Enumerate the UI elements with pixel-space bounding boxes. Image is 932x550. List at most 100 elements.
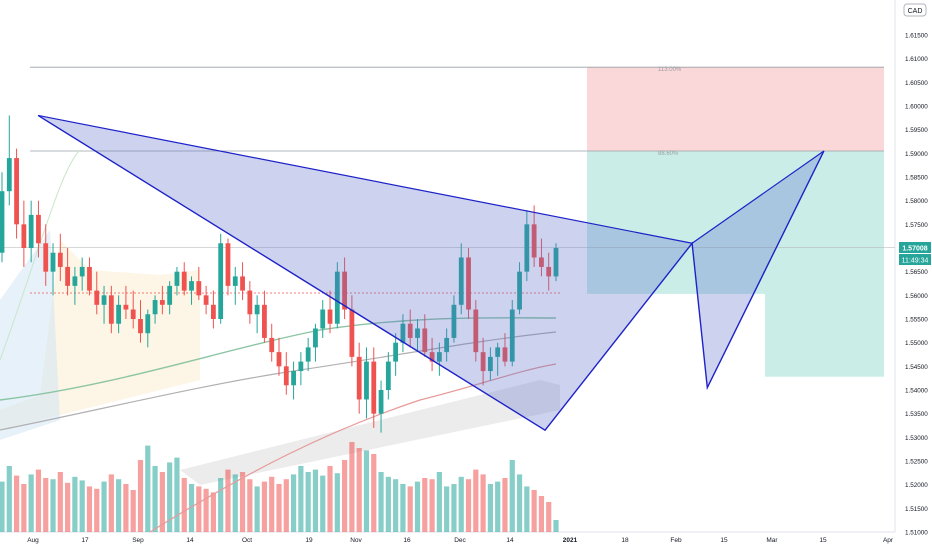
volume-bar — [86, 486, 93, 532]
volume-bar — [393, 479, 399, 532]
candle — [531, 224, 537, 258]
volume-bar — [254, 486, 260, 532]
volume-bar — [312, 469, 319, 532]
volume-bar — [473, 469, 479, 532]
volume-bar — [210, 492, 216, 532]
candle — [6, 158, 12, 192]
volume-bar — [130, 490, 136, 532]
volume-bar — [480, 474, 486, 532]
price-tick-label: 1.58500 — [905, 175, 928, 182]
volume-bar — [429, 479, 435, 532]
volume-bar — [43, 478, 49, 532]
volume-bar — [116, 479, 122, 532]
candle — [509, 309, 515, 362]
volume-bar — [72, 476, 78, 532]
candle — [0, 191, 5, 253]
ma-red — [149, 363, 557, 533]
volume-bar — [320, 475, 326, 532]
volume-bar — [509, 460, 515, 532]
candle — [21, 224, 27, 248]
candle — [334, 271, 340, 324]
volume-bar — [290, 474, 297, 532]
candle — [145, 314, 151, 334]
volume-bar — [531, 490, 537, 532]
volume-bar — [232, 474, 238, 532]
candle — [342, 271, 348, 310]
volume-bar — [35, 469, 42, 532]
price-tick-label: 1.54000 — [905, 388, 928, 395]
candle — [57, 252, 63, 267]
volume-bar — [21, 484, 27, 532]
candle — [451, 304, 457, 338]
volume-bar — [13, 475, 20, 532]
price-tick-label: 1.52500 — [905, 459, 928, 466]
price-tick-label: 1.53500 — [905, 411, 928, 418]
candle — [94, 290, 100, 305]
volume-bar — [101, 481, 107, 532]
time-tick-label: 15 — [720, 537, 728, 544]
stop-loss-zone — [587, 67, 884, 151]
pattern-bcd-fill — [692, 150, 824, 388]
volume-profile-shade-blue — [0, 230, 60, 440]
harmonic-pattern[interactable] — [37, 114, 825, 432]
candle — [378, 390, 384, 414]
volume-bar — [327, 466, 333, 532]
candle — [101, 295, 107, 305]
volume-bar — [0, 481, 5, 532]
time-tick-label: 17 — [81, 537, 89, 544]
trade-zones — [587, 67, 884, 377]
candle — [262, 304, 267, 338]
price-axis[interactable]: 1.51000 1.51500 1.52000 1.52500 1.53000 1.535… — [905, 33, 928, 537]
volume-bar — [444, 486, 450, 532]
volume-bar — [50, 479, 56, 532]
candle — [546, 266, 552, 277]
volume-bar — [356, 448, 362, 532]
candle — [356, 356, 362, 400]
volume-bar — [422, 478, 428, 532]
candle — [189, 281, 194, 291]
candle — [218, 243, 224, 319]
candle — [123, 304, 129, 310]
candle — [130, 309, 136, 319]
volume-bar — [407, 486, 413, 532]
price-tick-label: 1.52000 — [905, 482, 928, 489]
currency-badge[interactable]: CAD — [903, 3, 927, 17]
candle — [210, 304, 216, 319]
time-axis[interactable]: Aug 17 Sep 14 Oct 19 Nov 16 Dec 14 2021 18 Feb 15 Mar 1… — [27, 537, 894, 544]
candle — [539, 257, 544, 267]
candle — [305, 347, 311, 362]
volume-bar — [516, 474, 523, 532]
volume-bars — [0, 442, 559, 532]
volume-bar — [414, 481, 421, 532]
candle — [232, 276, 238, 286]
candle — [203, 295, 209, 305]
candle — [36, 214, 41, 244]
candle — [79, 266, 85, 277]
volume-bar — [451, 484, 457, 532]
volume-bar — [247, 479, 253, 532]
candle — [167, 285, 173, 305]
price-tick-label: 1.61500 — [905, 33, 928, 40]
volume-bar — [334, 473, 340, 532]
ma-faint — [0, 149, 81, 361]
candle — [138, 319, 143, 334]
candle — [152, 300, 158, 315]
candle — [298, 361, 304, 372]
candle — [254, 304, 260, 315]
volume-bar — [239, 472, 246, 532]
candle — [495, 347, 501, 357]
candle — [487, 356, 493, 372]
volume-bar — [385, 476, 391, 532]
volume-bar — [137, 460, 144, 532]
price-tick-label: 1.51000 — [905, 530, 928, 537]
time-tick-label: Oct — [242, 537, 252, 544]
candle — [50, 252, 56, 272]
time-tick-label: Nov — [350, 537, 362, 544]
candle — [72, 276, 78, 286]
time-tick-label: 2021 — [563, 537, 578, 544]
volume-bar — [458, 476, 464, 532]
candle — [174, 271, 180, 286]
volume-bar — [524, 486, 530, 532]
candle — [364, 361, 369, 400]
